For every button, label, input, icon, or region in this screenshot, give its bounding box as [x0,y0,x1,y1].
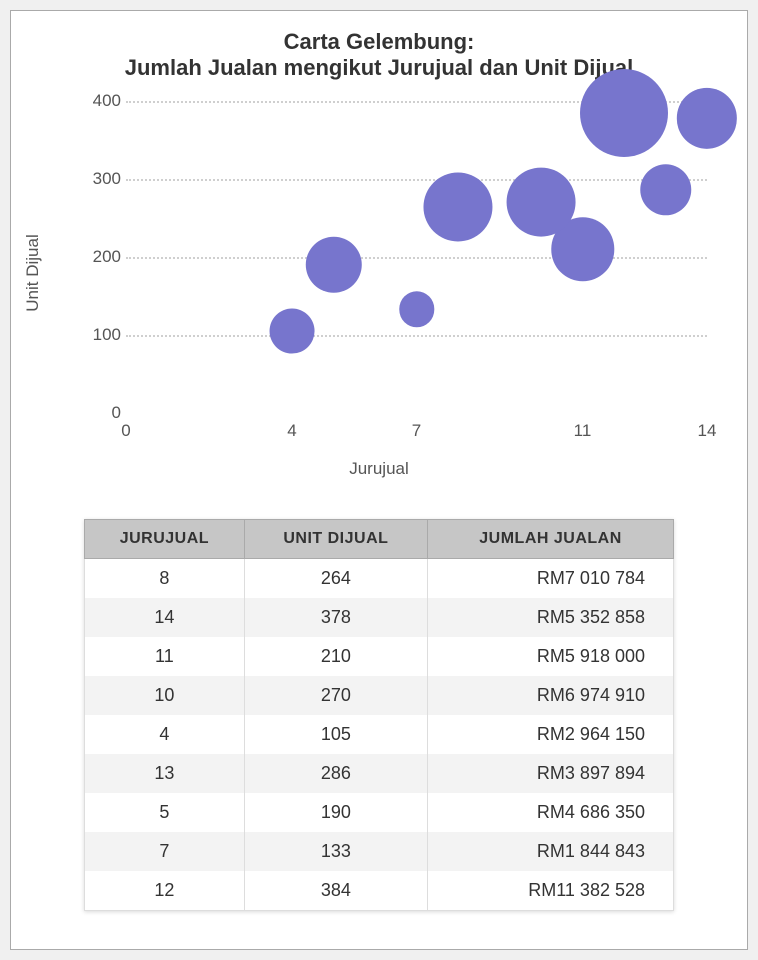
table-header: JURUJUAL UNIT DIJUAL JUMLAH JUALAN [85,520,674,559]
y-axis-label: Unit Dijual [23,234,43,311]
grid-line [126,257,707,259]
cell-unit-dijual: 133 [244,832,427,871]
plot-area [126,101,707,413]
cell-jurujual: 12 [85,871,245,911]
cell-unit-dijual: 105 [244,715,427,754]
page-container: Carta Gelembung: Jumlah Jualan mengikut … [10,10,748,950]
table-row: 10270RM6 974 910 [85,676,674,715]
grid-line [126,335,707,337]
cell-unit-dijual: 190 [244,793,427,832]
bubble [580,69,668,157]
cell-unit-dijual: 384 [244,871,427,911]
x-tick-label: 11 [574,421,592,441]
y-tick-label: 400 [81,91,121,111]
cell-jurujual: 13 [85,754,245,793]
bubble [305,237,361,293]
grid-line [126,179,707,181]
table-header-row: JURUJUAL UNIT DIJUAL JUMLAH JUALAN [85,520,674,559]
data-table: JURUJUAL UNIT DIJUAL JUMLAH JUALAN 8264R… [84,519,674,911]
cell-jumlah-jualan: RM4 686 350 [428,793,674,832]
bubble-chart: Unit Dijual 01002003004000471114 [41,93,717,453]
col-header-unit-dijual: UNIT DIJUAL [244,520,427,559]
cell-jurujual: 7 [85,832,245,871]
table-row: 7133RM1 844 843 [85,832,674,871]
table-row: 11210RM5 918 000 [85,637,674,676]
cell-unit-dijual: 378 [244,598,427,637]
col-header-jumlah-jualan: JUMLAH JUALAN [428,520,674,559]
table-row: 12384RM11 382 528 [85,871,674,911]
table-row: 4105RM2 964 150 [85,715,674,754]
y-tick-label: 200 [81,247,121,267]
bubble [270,309,315,354]
bubble [423,173,492,242]
cell-jumlah-jualan: RM1 844 843 [428,832,674,871]
cell-jurujual: 10 [85,676,245,715]
x-tick-label: 4 [287,421,296,441]
y-tick-label: 300 [81,169,121,189]
cell-jumlah-jualan: RM5 918 000 [428,637,674,676]
cell-jurujual: 8 [85,559,245,599]
cell-unit-dijual: 270 [244,676,427,715]
cell-jurujual: 14 [85,598,245,637]
cell-jumlah-jualan: RM5 352 858 [428,598,674,637]
table-row: 14378RM5 352 858 [85,598,674,637]
cell-jurujual: 11 [85,637,245,676]
cell-jurujual: 4 [85,715,245,754]
cell-jumlah-jualan: RM7 010 784 [428,559,674,599]
bubble [640,164,691,215]
cell-jumlah-jualan: RM2 964 150 [428,715,674,754]
chart-title-line1: Carta Gelembung: [41,29,717,55]
cell-unit-dijual: 286 [244,754,427,793]
cell-jurujual: 5 [85,793,245,832]
bubble [677,88,737,148]
x-tick-label: 0 [121,421,130,441]
table-row: 13286RM3 897 894 [85,754,674,793]
cell-jumlah-jualan: RM11 382 528 [428,871,674,911]
bubble [507,168,576,237]
y-tick-label: 0 [81,403,121,423]
cell-unit-dijual: 264 [244,559,427,599]
table-body: 8264RM7 010 78414378RM5 352 85811210RM5 … [85,559,674,911]
col-header-jurujual: JURUJUAL [85,520,245,559]
table-row: 5190RM4 686 350 [85,793,674,832]
x-tick-label: 14 [698,421,717,441]
cell-unit-dijual: 210 [244,637,427,676]
cell-jumlah-jualan: RM6 974 910 [428,676,674,715]
x-tick-label: 7 [412,421,421,441]
table-row: 8264RM7 010 784 [85,559,674,599]
data-table-container: JURUJUAL UNIT DIJUAL JUMLAH JUALAN 8264R… [84,519,674,911]
bubble [399,292,434,327]
cell-jumlah-jualan: RM3 897 894 [428,754,674,793]
x-axis-label: Jurujual [41,459,717,479]
y-tick-label: 100 [81,325,121,345]
